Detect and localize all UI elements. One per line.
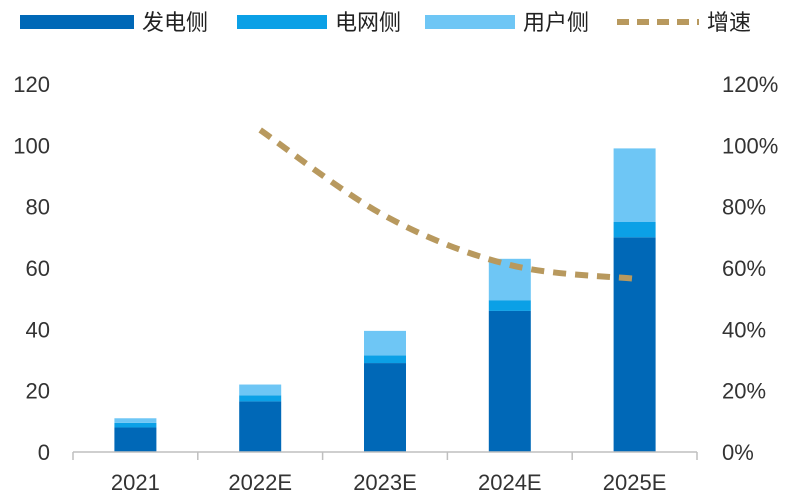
left-tick-label: 120 <box>13 72 50 97</box>
bar-segment-power-gen <box>488 310 531 452</box>
legend-label: 增速 <box>707 11 751 36</box>
growth-line-layer <box>258 127 635 282</box>
bar-segment-grid <box>613 222 656 238</box>
right-tick-label: 100% <box>722 133 778 158</box>
left-tick-label: 100 <box>13 133 50 158</box>
bar-segment-power-gen <box>613 237 656 452</box>
x-category-label: 2025E <box>603 470 667 495</box>
x-category-label: 2024E <box>478 470 542 495</box>
right-tick-label: 120% <box>722 72 778 97</box>
legend-swatch-user <box>425 15 515 29</box>
bar-segment-grid <box>114 422 157 428</box>
right-tick-label: 0% <box>722 440 754 465</box>
bar-segment-power-gen <box>114 427 157 452</box>
bar-segment-power-gen <box>364 363 406 452</box>
growth-rate-line <box>258 127 635 282</box>
left-tick-label: 20 <box>26 379 50 404</box>
right-tick-label: 80% <box>722 195 766 220</box>
right-tick-label: 60% <box>722 256 766 281</box>
bar-segment-grid <box>488 300 531 311</box>
bars <box>114 148 656 452</box>
left-tick-label: 80 <box>26 195 50 220</box>
bar-segment-grid <box>239 395 282 402</box>
left-axis: 0 20 40 60 80 100 120 <box>13 72 50 465</box>
bar-segment-power-gen <box>239 401 282 452</box>
left-tick-label: 0 <box>38 440 50 465</box>
legend-label: 电网侧 <box>335 11 401 36</box>
left-tick-label: 40 <box>26 317 50 342</box>
legend: 发电侧 电网侧 用户侧 增速 <box>20 11 751 36</box>
right-tick-label: 20% <box>722 379 766 404</box>
bar-segment-user <box>613 148 656 222</box>
right-axis: 0% 20% 40% 60% 80% 100% 120% <box>722 72 778 465</box>
x-labels: 2021 2022E 2023E 2024E 2025E <box>111 470 666 495</box>
bar-segment-user <box>239 384 282 396</box>
bar-segment-user <box>114 418 157 423</box>
bar-segment-grid <box>364 355 406 364</box>
legend-label: 用户侧 <box>523 11 589 36</box>
x-category-label: 2021 <box>111 470 160 495</box>
x-ticks <box>72 452 698 460</box>
legend-label: 发电侧 <box>142 11 208 36</box>
left-tick-label: 60 <box>26 256 50 281</box>
right-tick-label: 40% <box>722 317 766 342</box>
x-category-label: 2023E <box>353 470 417 495</box>
legend-swatch-grid <box>237 15 327 29</box>
bar-segment-user <box>364 330 406 356</box>
legend-swatch-power-gen <box>20 15 134 29</box>
x-category-label: 2022E <box>228 470 292 495</box>
